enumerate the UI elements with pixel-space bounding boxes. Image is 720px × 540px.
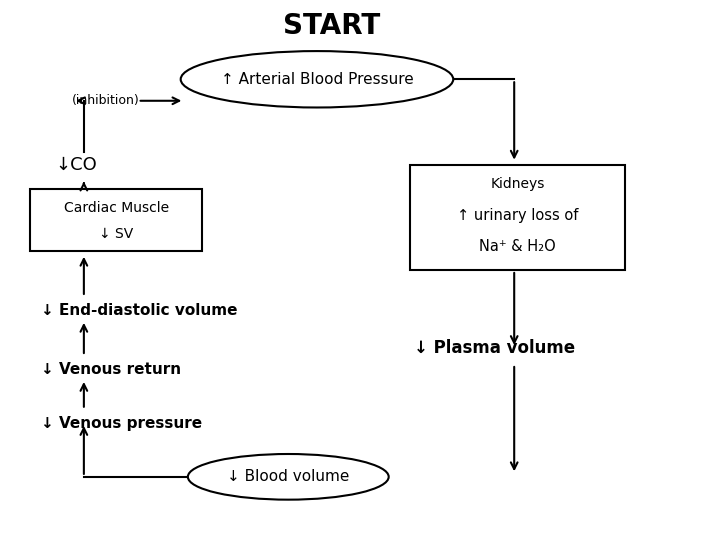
Text: START: START	[283, 11, 380, 39]
Text: ↓CO: ↓CO	[55, 156, 97, 174]
Text: Na⁺ & H₂O: Na⁺ & H₂O	[480, 239, 556, 254]
Text: ↓ Blood volume: ↓ Blood volume	[227, 469, 349, 484]
Bar	[410, 165, 626, 270]
Text: Kidneys: Kidneys	[490, 177, 545, 191]
Text: ↓ Venous pressure: ↓ Venous pressure	[41, 416, 202, 430]
Text: (inhibition): (inhibition)	[71, 94, 139, 107]
Text: ↓ End-diastolic volume: ↓ End-diastolic volume	[41, 303, 238, 318]
Text: ↓ Venous return: ↓ Venous return	[41, 362, 181, 377]
Text: Cardiac Muscle: Cardiac Muscle	[63, 201, 168, 215]
Text: ↑ Arterial Blood Pressure: ↑ Arterial Blood Pressure	[220, 72, 413, 87]
Text: ↑ urinary loss of: ↑ urinary loss of	[457, 208, 578, 223]
Ellipse shape	[188, 454, 389, 500]
Ellipse shape	[181, 51, 453, 107]
Text: ↓ SV: ↓ SV	[99, 227, 133, 241]
Text: ↓ Plasma volume: ↓ Plasma volume	[414, 339, 575, 357]
Bar	[30, 190, 202, 251]
